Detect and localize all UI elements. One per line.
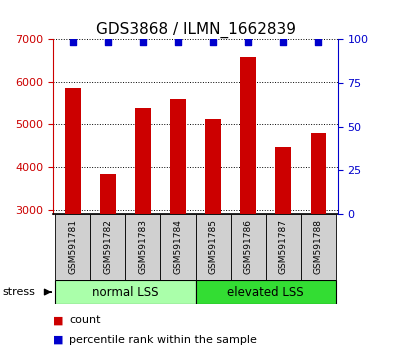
Bar <box>160 214 196 280</box>
Bar <box>196 214 231 280</box>
Point <box>175 39 181 44</box>
Text: elevated LSS: elevated LSS <box>228 286 304 298</box>
Bar <box>65 88 81 214</box>
Text: normal LSS: normal LSS <box>92 286 158 298</box>
Point <box>280 39 286 44</box>
Bar <box>125 214 160 280</box>
Text: stress: stress <box>2 287 35 297</box>
Text: ■: ■ <box>53 335 64 345</box>
Bar <box>90 214 125 280</box>
Title: GDS3868 / ILMN_1662839: GDS3868 / ILMN_1662839 <box>96 21 295 38</box>
Text: GSM591781: GSM591781 <box>68 219 77 274</box>
Bar <box>231 214 266 280</box>
Bar <box>310 133 326 214</box>
Text: GSM591786: GSM591786 <box>244 219 253 274</box>
Text: percentile rank within the sample: percentile rank within the sample <box>69 335 257 345</box>
Bar <box>100 175 116 214</box>
Text: GSM591783: GSM591783 <box>138 219 147 274</box>
Text: GSM591782: GSM591782 <box>103 219 112 274</box>
Bar <box>170 99 186 214</box>
Text: GSM591788: GSM591788 <box>314 219 323 274</box>
Bar <box>205 119 221 214</box>
Point <box>140 39 146 44</box>
Point <box>210 39 216 44</box>
Text: ■: ■ <box>53 315 64 325</box>
Text: GSM591787: GSM591787 <box>279 219 288 274</box>
Point <box>315 39 322 44</box>
Bar <box>301 214 336 280</box>
Bar <box>55 280 196 304</box>
Point <box>105 39 111 44</box>
Bar <box>266 214 301 280</box>
Point <box>245 39 251 44</box>
Bar <box>196 280 336 304</box>
Text: GSM591785: GSM591785 <box>209 219 218 274</box>
Bar <box>135 108 151 214</box>
Bar <box>275 148 291 214</box>
Bar <box>240 57 256 214</box>
Bar <box>55 214 90 280</box>
Point <box>70 39 76 44</box>
Text: count: count <box>69 315 101 325</box>
Text: GSM591784: GSM591784 <box>173 219 182 274</box>
